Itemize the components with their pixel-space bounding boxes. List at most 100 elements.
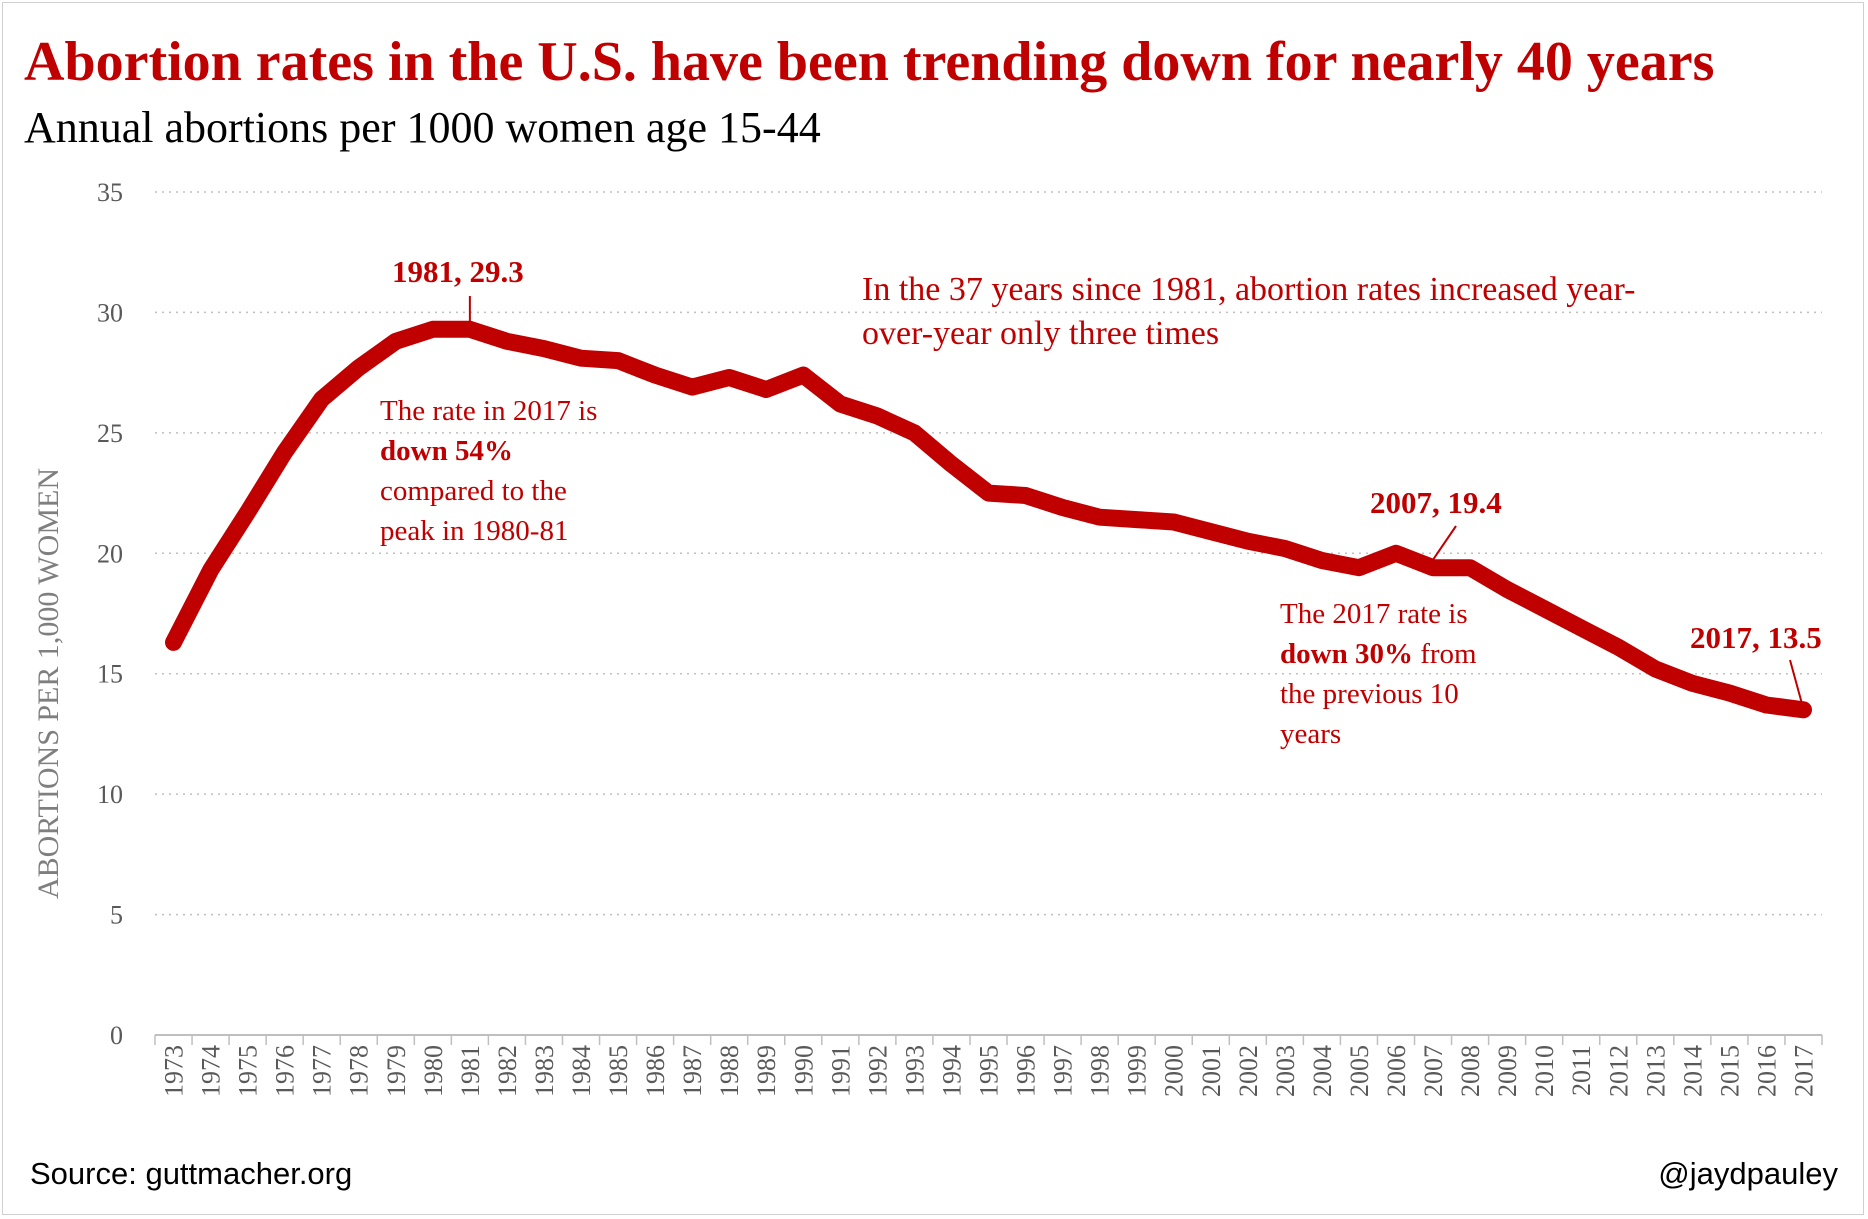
x-tick-label: 2001: [1197, 1045, 1226, 1097]
series-layer: [165, 320, 1812, 719]
x-tick-label: 2009: [1493, 1045, 1522, 1097]
data-point-1994: [948, 461, 955, 468]
y-tick-label: 35: [97, 178, 123, 207]
data-point-1999: [1133, 516, 1140, 523]
data-point-1998: [1096, 514, 1103, 521]
mid-note-line-4: years: [1280, 718, 1341, 750]
x-tick-label: 1975: [234, 1045, 263, 1097]
axes: 0 5 10 15 20 25 30 35 1973 1974 1975 1976 1977 1978 19…: [32, 178, 1823, 1097]
mid-data-label: 2007, 19.4: [1370, 485, 1502, 520]
x-tick-label: 1984: [567, 1045, 596, 1097]
data-point-1992: [874, 412, 881, 419]
data-point-2003: [1281, 545, 1288, 552]
data-point-2005: [1355, 564, 1362, 571]
chart-title: Abortion rates in the U.S. have been tre…: [24, 31, 1715, 93]
data-point-2000: [1170, 518, 1177, 525]
x-tick-label: 1999: [1123, 1045, 1152, 1097]
x-tick-label: 1986: [641, 1045, 670, 1097]
x-tick-label: 1983: [530, 1045, 559, 1097]
data-point-2016: [1763, 702, 1770, 709]
data-point-1975: [244, 509, 251, 516]
end-leader-line: [1789, 659, 1803, 703]
data-point-1986: [652, 372, 659, 379]
source-note: Source: guttmacher.org: [30, 1156, 353, 1191]
x-tick-label: 1976: [271, 1045, 300, 1097]
data-point-1983: [540, 345, 547, 352]
data-point-2002: [1244, 538, 1251, 545]
end-data-label: 2017, 13.5: [1690, 620, 1822, 655]
x-tick-label: 2006: [1382, 1045, 1411, 1097]
y-tick-label: 0: [110, 1021, 123, 1050]
headline-note-line-2: over-year only three times: [862, 315, 1219, 352]
data-point-1979: [392, 338, 399, 345]
peak-note-bold: down 54%: [380, 435, 513, 467]
data-point-1981: [466, 326, 473, 333]
data-point-2013: [1652, 665, 1659, 672]
data-point-2012: [1615, 644, 1622, 651]
x-tick-label: 1978: [345, 1045, 374, 1097]
x-tick-label: 2014: [1678, 1045, 1707, 1097]
x-tick-label: 2015: [1715, 1045, 1744, 1097]
data-point-1989: [763, 386, 770, 393]
data-point-1982: [503, 338, 510, 345]
x-tick-label: 2002: [1234, 1045, 1263, 1097]
data-point-1984: [578, 355, 585, 362]
x-tick-label: 2000: [1160, 1045, 1189, 1097]
x-tick-label: 1982: [493, 1045, 522, 1097]
data-point-1978: [355, 364, 362, 371]
peak-note-line-3: compared to the: [380, 475, 567, 507]
x-tick-label: 1988: [715, 1045, 744, 1097]
data-point-1988: [726, 374, 733, 381]
x-tick-label: 2010: [1530, 1045, 1559, 1097]
annotations: 1981, 29.3 2007, 19.4 2017, 13.5 In the …: [380, 254, 1822, 750]
x-tick-label: 1998: [1086, 1045, 1115, 1097]
data-point-1996: [1022, 492, 1029, 499]
x-tick-label: 1989: [752, 1045, 781, 1097]
x-tick-label: 1993: [900, 1045, 929, 1097]
data-point-2017: [1800, 706, 1807, 713]
x-tick-label: 1979: [382, 1045, 411, 1097]
y-axis-title: ABORTIONS PER 1,000 WOMEN: [32, 468, 65, 899]
x-tick-label: 1977: [308, 1045, 337, 1097]
x-tick-label: 2003: [1271, 1045, 1300, 1097]
headline-note-line-1: In the 37 years since 1981, abortion rat…: [862, 271, 1635, 308]
data-point-2011: [1578, 624, 1585, 631]
data-point-2010: [1541, 605, 1548, 612]
x-tick-label: 2017: [1789, 1045, 1818, 1097]
peak-data-label: 1981, 29.3: [392, 254, 524, 289]
peak-note-line-1: The rate in 2017 is: [380, 395, 597, 427]
chart-subtitle: Annual abortions per 1000 women age 15-4…: [24, 103, 821, 152]
y-tick-label: 15: [97, 660, 123, 689]
data-point-2008: [1467, 564, 1474, 571]
data-point-1973: [170, 639, 177, 646]
data-point-1993: [911, 429, 918, 436]
credit-handle: @jaydpauley: [1658, 1156, 1838, 1191]
data-point-1997: [1059, 504, 1066, 511]
mid-note-bold: down 30%: [1280, 638, 1413, 670]
x-tick-label: 1987: [678, 1045, 707, 1097]
data-point-1985: [615, 357, 622, 364]
x-tick-label: 1997: [1049, 1045, 1078, 1097]
gridlines: [155, 191, 1822, 916]
x-tick-label: 1980: [419, 1045, 448, 1097]
y-tick-label: 20: [97, 539, 123, 568]
data-point-1974: [207, 567, 214, 574]
x-tick-label: 2007: [1419, 1045, 1448, 1097]
data-point-2001: [1207, 528, 1214, 535]
data-point-2007: [1430, 564, 1437, 571]
x-tick-label: 1973: [160, 1045, 189, 1097]
x-tick-label: 2004: [1308, 1045, 1337, 1097]
x-tick-label: 2011: [1567, 1045, 1596, 1096]
mid-note-line-1: The 2017 rate is: [1280, 598, 1468, 630]
data-point-1990: [800, 372, 807, 379]
x-tick-label: 2008: [1456, 1045, 1485, 1097]
y-tick-label: 5: [110, 901, 123, 930]
y-tick-label: 10: [97, 780, 123, 809]
x-tick-label: 1992: [863, 1045, 892, 1097]
x-tick-label: 1995: [975, 1045, 1004, 1097]
y-tick-label: 25: [97, 419, 123, 448]
mid-leader-line: [1432, 525, 1457, 561]
data-point-1980: [429, 326, 436, 333]
data-point-2004: [1318, 557, 1325, 564]
